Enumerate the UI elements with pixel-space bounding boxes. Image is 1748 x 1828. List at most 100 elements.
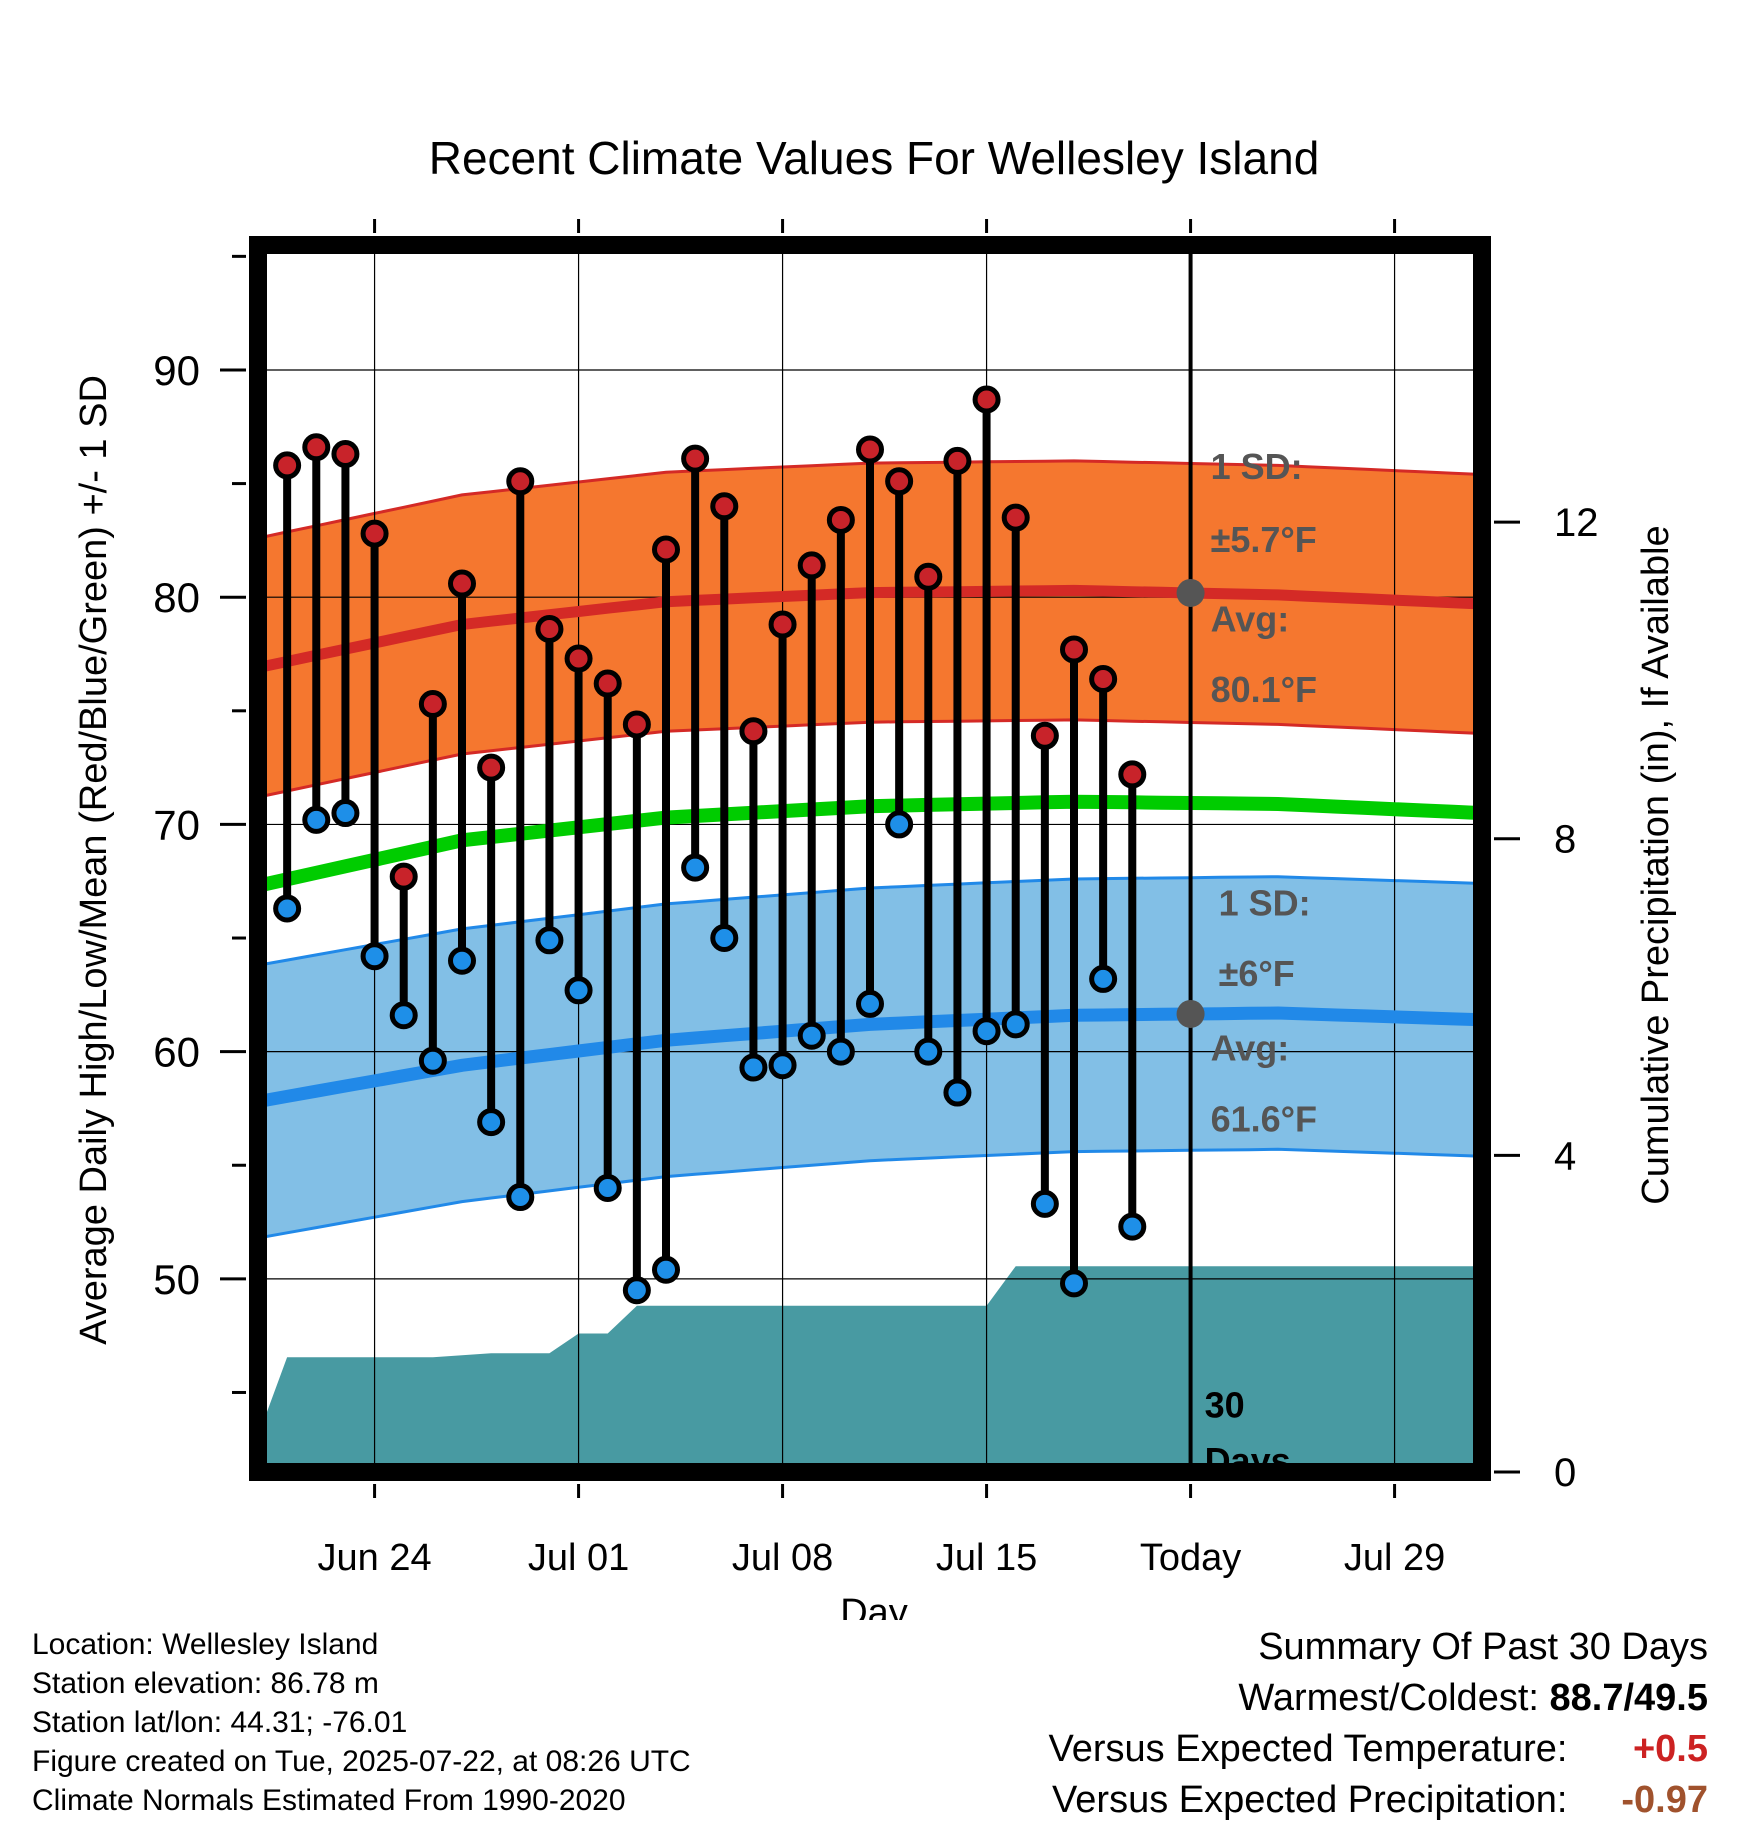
daily-high-point — [710, 492, 739, 521]
daily-high-point — [593, 669, 622, 698]
y-tick-label: 70 — [153, 801, 200, 848]
daily-low-point — [972, 1017, 1001, 1046]
temp-anomaly-row: Versus Expected Temperature: +0.5 — [1049, 1724, 1708, 1775]
precip-anomaly-value: -0.97 — [1621, 1779, 1708, 1821]
today-line-group — [1176, 245, 1205, 1472]
daily-high-point — [1089, 664, 1118, 693]
daily-high-point — [739, 717, 768, 746]
today-high-normal-marker — [1176, 578, 1205, 607]
daily-high-point — [972, 385, 1001, 414]
elevation-text: Station elevation: 86.78 m — [32, 1667, 379, 1700]
daily-high-point — [1001, 503, 1030, 532]
daily-high-point — [768, 610, 797, 639]
daily-high-point — [622, 710, 651, 739]
x-axis-label: Day — [840, 1592, 908, 1620]
low-sd-lower-edge — [258, 1147, 1482, 1240]
high-avg-value: 80.1°F — [1211, 669, 1317, 710]
normals-period-text: Climate Normals Estimated From 1990-2020 — [32, 1784, 626, 1817]
y2-axis-label: Cumulative Precipitation (in), If Availa… — [1635, 525, 1677, 1204]
temp-anomaly-value: +0.5 — [1632, 1728, 1708, 1770]
daily-low-point — [418, 1046, 447, 1075]
daily-high-point — [360, 519, 389, 548]
daily-high-point — [448, 569, 476, 598]
daily-high-point — [652, 535, 680, 564]
low-avg-label: Avg: — [1211, 1028, 1290, 1069]
daily-high-point — [302, 433, 331, 462]
daily-high-point — [681, 444, 710, 473]
plot-border — [249, 236, 1491, 1481]
daily-high-point — [331, 440, 360, 469]
y-tick-label: 60 — [153, 1029, 200, 1076]
daily-low-point — [710, 924, 739, 953]
axes: Jun 24 Jul 01 Jul 08 Jul 15 Today Jul 29 50 60 7… — [153, 219, 1599, 1579]
daily-low-point — [593, 1173, 622, 1202]
x-tick-label: Jun 24 — [318, 1537, 432, 1579]
chart-annotations: 1 SD: ±5.7°F Avg: 80.1°F 1 SD: ±6°F Avg: 61.6°F… — [1205, 446, 1317, 1481]
daily-low-point — [564, 976, 593, 1005]
daily-low-point — [1001, 1010, 1030, 1039]
y-axis-label: Average Daily High/Low/Mean (Red/Blue/Gr… — [73, 375, 115, 1345]
warmest-coldest-row: Warmest/Coldest: 88.7/49.5 — [1049, 1673, 1708, 1724]
x-tick-label: Jul 29 — [1344, 1537, 1445, 1579]
daily-low-point — [389, 1001, 418, 1030]
daily-high-point — [1060, 635, 1088, 664]
y-tick-label: 50 — [153, 1256, 200, 1303]
high-avg-label: Avg: — [1211, 598, 1290, 639]
daily-low-point — [506, 1183, 535, 1212]
created-text: Figure created on Tue, 2025-07-22, at 08… — [32, 1745, 691, 1778]
days-count-label: 30 — [1205, 1384, 1245, 1425]
daily-high-point — [418, 689, 447, 718]
latlon-text: Station lat/lon: 44.31; -76.01 — [32, 1706, 408, 1739]
daily-low-point — [1089, 964, 1118, 993]
today-low-normal-marker — [1176, 999, 1205, 1028]
x-tick-label: Jul 15 — [936, 1537, 1037, 1579]
plot-frame — [249, 236, 1491, 1481]
daily-high-point — [797, 551, 826, 580]
y2-tick-label: 8 — [1554, 818, 1576, 862]
location-text: Location: Wellesley Island — [32, 1628, 379, 1661]
daily-high-point — [535, 615, 564, 644]
daily-low-point — [622, 1276, 651, 1305]
daily-high-point — [389, 862, 418, 891]
daily-low-point — [448, 946, 476, 975]
low-avg-value: 61.6°F — [1211, 1098, 1317, 1139]
daily-low-point — [768, 1051, 797, 1080]
precip-anomaly-label: Versus Expected Precipitation: — [1052, 1779, 1568, 1821]
daily-high-point — [885, 467, 914, 496]
y2-tick-label: 0 — [1554, 1451, 1576, 1495]
y2-tick-label: 12 — [1554, 501, 1599, 545]
low-avg-line — [258, 1006, 1482, 1108]
daily-high-point — [914, 562, 943, 591]
daily-low-point — [856, 989, 884, 1018]
daily-low-point — [943, 1078, 972, 1107]
daily-low-point — [885, 810, 914, 839]
daily-high-point — [564, 644, 593, 673]
x-tick-label: Jul 01 — [528, 1537, 629, 1579]
daily-low-point — [797, 1021, 826, 1050]
daily-low-point — [477, 1108, 506, 1137]
daily-high-point — [826, 505, 855, 534]
daily-low-point — [826, 1037, 855, 1066]
x-tick-label: Jul 08 — [732, 1537, 833, 1579]
precip-area — [258, 1266, 1482, 1472]
low-sd-band — [258, 876, 1482, 1238]
warmest-coldest-value: 88.7/49.5 — [1549, 1677, 1708, 1719]
daily-low-point — [1030, 1189, 1059, 1218]
daily-high-point — [943, 446, 972, 475]
daily-low-point — [1060, 1269, 1088, 1298]
daily-high-point — [1030, 721, 1059, 750]
daily-low-point — [302, 805, 331, 834]
daily-high-point — [1118, 760, 1147, 789]
daily-high-point — [856, 435, 884, 464]
y2-tick-label: 4 — [1554, 1134, 1576, 1178]
y-tick-label: 80 — [153, 574, 200, 621]
temp-anomaly-label: Versus Expected Temperature: — [1048, 1728, 1568, 1770]
daily-low-point — [739, 1053, 768, 1082]
daily-low-point — [914, 1037, 943, 1066]
observed-data — [273, 385, 1147, 1305]
precip-anomaly-row: Versus Expected Precipitation: -0.97 — [1049, 1775, 1708, 1826]
y-tick-label: 90 — [153, 347, 200, 394]
daily-high-point — [273, 451, 302, 480]
daily-high-point — [477, 753, 506, 782]
summary-title: Summary Of Past 30 Days — [1258, 1626, 1708, 1668]
